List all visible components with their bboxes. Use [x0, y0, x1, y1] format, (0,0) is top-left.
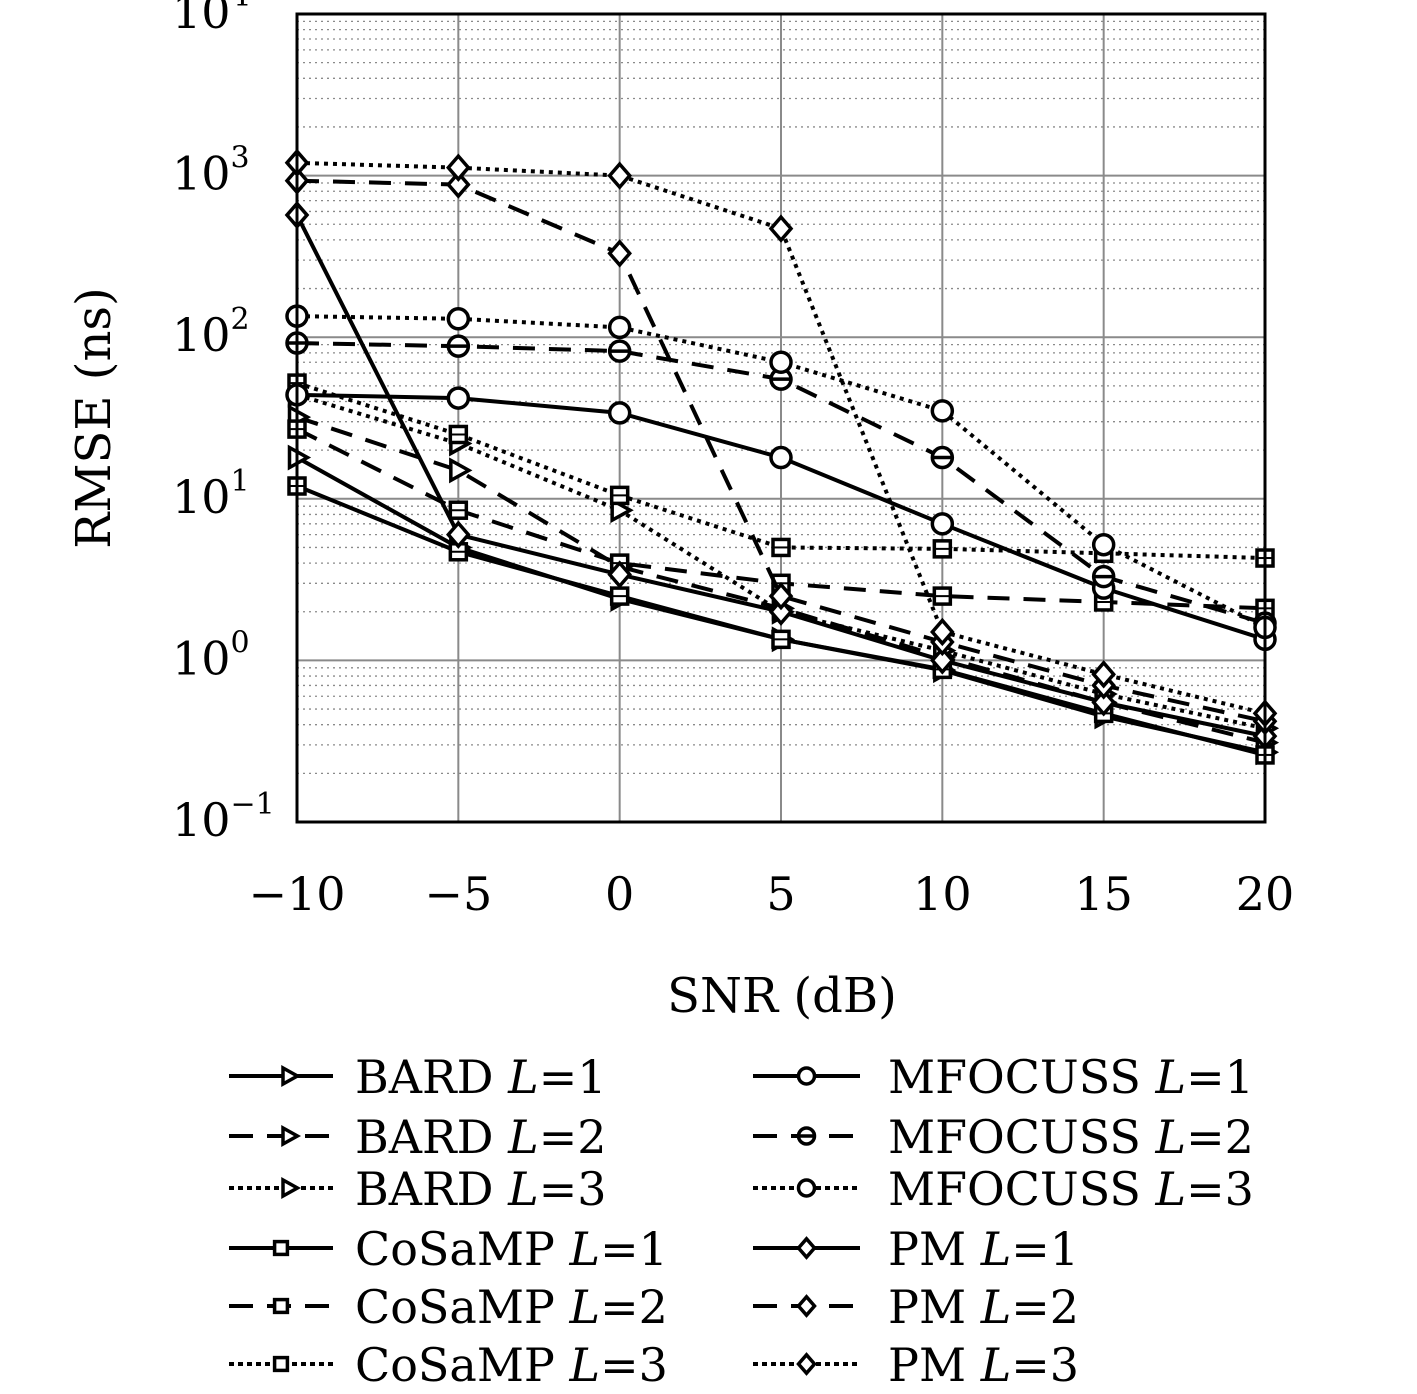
y-tick-labels: 10−1 100 101 102 103 104 [172, 0, 275, 847]
legend-label: CoSaMP L=2 [355, 1280, 668, 1334]
data-point [607, 339, 632, 363]
data-point [446, 520, 471, 549]
data-point [1091, 660, 1116, 689]
legend-marker [281, 1177, 302, 1199]
data-point [930, 445, 955, 470]
y-tick-label: 100 [172, 625, 250, 685]
data-point [932, 586, 953, 606]
legend-label: CoSaMP L=1 [355, 1222, 668, 1276]
x-tick-labels: −10 −5 0 5 10 15 20 [248, 867, 1294, 921]
legend-label: MFOCUSS L=1 [888, 1050, 1254, 1104]
data-point [768, 597, 794, 626]
data-point [607, 401, 632, 425]
y-axis-label: RMSE (ns) [66, 287, 122, 548]
legend-entry: PM L=3 [753, 1338, 1079, 1392]
data-point [609, 586, 630, 606]
y-tick-label: 101 [172, 464, 250, 524]
data-point [446, 334, 471, 358]
data-point [771, 629, 791, 650]
major-grid [297, 14, 1265, 822]
legend-marker [272, 1297, 290, 1315]
legend-marker [272, 1239, 290, 1257]
legend-entry: MFOCUSS L=1 [753, 1050, 1254, 1104]
legend-label: BARD L=2 [355, 1110, 607, 1164]
legend-label: PM L=2 [888, 1280, 1079, 1334]
x-tick-label: 20 [1236, 867, 1295, 921]
data-point [930, 512, 955, 536]
legend-marker [796, 1126, 817, 1146]
data-point [1091, 532, 1116, 557]
x-tick-label: 0 [605, 867, 634, 921]
legend-label: CoSaMP L=3 [355, 1338, 668, 1392]
data-point [607, 315, 632, 340]
legend-marker [796, 1236, 817, 1260]
y-tick-label: 104 [172, 0, 250, 39]
y-tick-label: 102 [172, 302, 250, 362]
data-point [1091, 688, 1116, 717]
data-point [771, 537, 791, 558]
legend-entry: BARD L=3 [229, 1162, 607, 1216]
data-point [768, 214, 794, 243]
data-point [768, 581, 794, 611]
data-point [932, 539, 953, 559]
plot-frame [295, 12, 1267, 824]
legend-entry: MFOCUSS L=2 [753, 1110, 1254, 1164]
x-axis-label: SNR (dB) [667, 968, 897, 1024]
legend-entry: CoSaMP L=1 [229, 1222, 668, 1276]
legend-entry: BARD L=1 [229, 1050, 607, 1104]
legend-label: PM L=3 [888, 1338, 1079, 1392]
legend-marker [796, 1294, 817, 1318]
data-point [449, 457, 473, 484]
legend-marker [796, 1066, 817, 1086]
series-pm-l3 [284, 148, 1278, 728]
data-point [448, 424, 469, 445]
data-point [446, 386, 471, 410]
data-point [610, 497, 634, 524]
y-tick-label: 10−1 [172, 787, 275, 847]
legend-marker [281, 1125, 302, 1147]
x-tick-label: −5 [424, 867, 492, 921]
legend-marker [796, 1352, 817, 1376]
data-point [607, 560, 632, 589]
data-point [930, 646, 955, 675]
legend-label: MFOCUSS L=2 [888, 1110, 1254, 1164]
data-point [446, 307, 471, 331]
data-point [1091, 564, 1116, 589]
legend-marker [796, 1178, 817, 1198]
legend-entry: CoSaMP L=3 [229, 1338, 668, 1392]
data-point [607, 239, 632, 268]
data-point [607, 161, 632, 190]
x-tick-label: 15 [1074, 867, 1133, 921]
legend-entry: CoSaMP L=2 [229, 1280, 668, 1334]
series-bard-l3 [287, 381, 1280, 742]
x-tick-label: 5 [766, 867, 795, 921]
legend-label: PM L=1 [888, 1222, 1079, 1276]
legend-marker [281, 1065, 302, 1087]
data-point [446, 170, 471, 199]
legend-marker [272, 1355, 290, 1373]
data-point [769, 350, 793, 374]
x-tick-label: −10 [248, 867, 345, 921]
data-point [446, 153, 471, 182]
x-tick-label: 10 [913, 867, 972, 921]
y-tick-label: 103 [172, 141, 250, 201]
data-point [930, 617, 955, 647]
data-point [448, 500, 469, 520]
legend-entry: MFOCUSS L=3 [753, 1162, 1254, 1216]
data-point [930, 399, 955, 423]
legend-label: BARD L=1 [355, 1050, 607, 1104]
legend-label: MFOCUSS L=3 [888, 1162, 1254, 1216]
legend-entry: PM L=2 [753, 1280, 1079, 1334]
data-point [609, 485, 630, 506]
legend-entry: BARD L=2 [229, 1110, 607, 1164]
data-point [769, 445, 793, 470]
legend-label: BARD L=3 [355, 1162, 607, 1216]
legend-entry: PM L=1 [753, 1222, 1079, 1276]
